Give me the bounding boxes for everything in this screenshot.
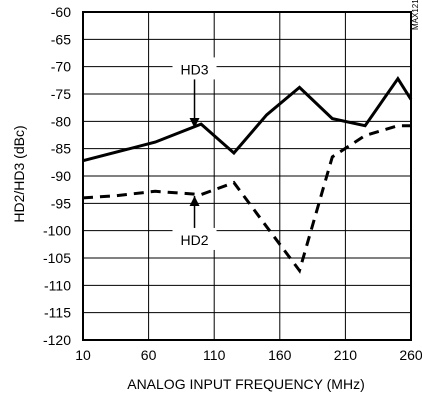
y-tick-label: -110 — [44, 277, 71, 293]
y-tick-label: -75 — [51, 86, 71, 102]
y-tick-label: -100 — [43, 223, 71, 239]
plot-frame — [82, 11, 412, 341]
hd3-label-background — [172, 57, 217, 80]
y-tick-label: -105 — [43, 250, 71, 266]
x-tick-label: 160 — [268, 347, 292, 363]
y-tick-label: -65 — [51, 31, 71, 47]
hd2-label-background — [172, 227, 217, 250]
x-tick-labels: 10 60 110 160 210 260 — [75, 347, 422, 363]
hd3-arrow-head — [189, 118, 200, 128]
y-tick-label: -85 — [51, 141, 71, 157]
annotation-layer: HD3 HD2 — [172, 57, 217, 250]
y-tick-label: -90 — [51, 168, 71, 184]
y-tick-label: -60 — [51, 4, 71, 20]
y-tick-label: -70 — [51, 59, 71, 75]
y-axis-label: HD2/HD3 (dBc) — [11, 125, 27, 222]
series-hd3-line — [82, 75, 413, 163]
y-tick-label: -80 — [51, 113, 71, 129]
x-tick-label: 110 — [203, 347, 226, 363]
y-tick-label: -95 — [51, 195, 71, 211]
series-hd2-line — [82, 124, 411, 274]
x-tick-label: 60 — [141, 347, 157, 363]
x-tick-label: 210 — [334, 347, 358, 363]
y-tick-label: -115 — [44, 305, 71, 321]
hd3-label: HD3 — [181, 61, 209, 77]
x-axis-label: ANALOG INPUT FREQUENCY (MHz) — [127, 376, 365, 392]
hd2-arrow-head — [189, 196, 200, 206]
y-tick-labels: -60 -65 -70 -75 -80 -85 -90 -95 -100 -105 -110 -115… — [43, 4, 71, 348]
x-tick-label: 10 — [75, 347, 91, 363]
x-tick-label: 260 — [399, 347, 422, 363]
y-tick-label: -120 — [43, 332, 71, 348]
grid — [82, 11, 412, 341]
part-number-label: MAX1219 toc07 — [411, 0, 420, 30]
hd2-label: HD2 — [181, 232, 209, 248]
series-layer — [82, 75, 413, 274]
